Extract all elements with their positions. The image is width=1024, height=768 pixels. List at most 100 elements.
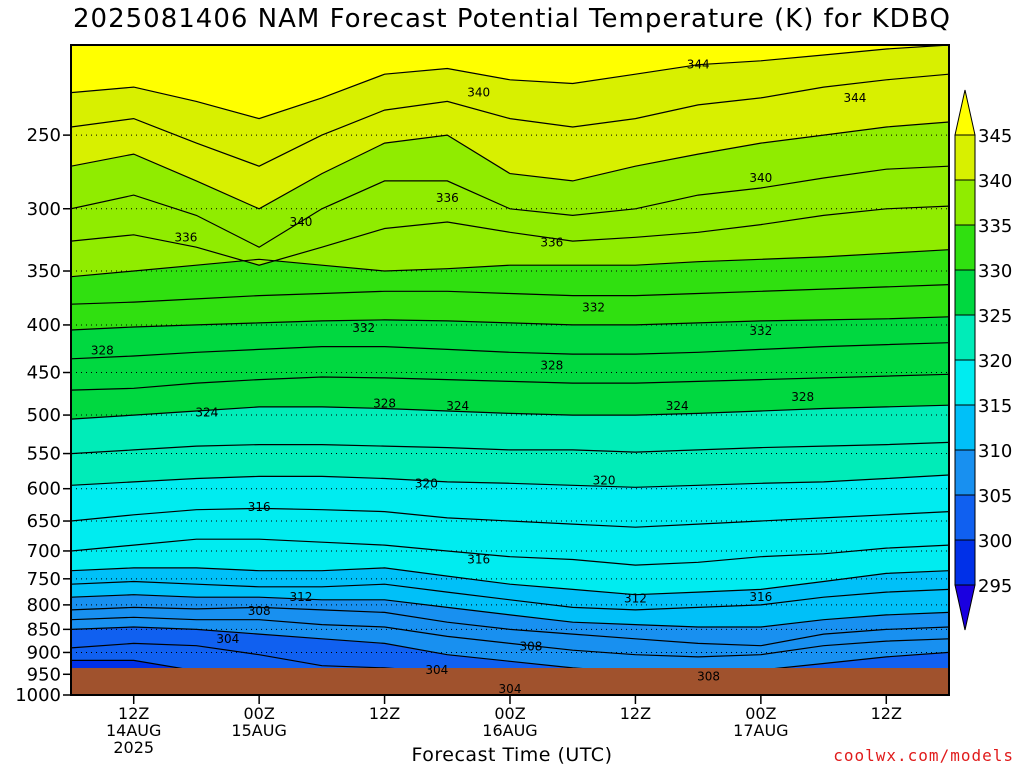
x-tick-label: 14AUG — [106, 721, 161, 740]
isentrope-316 — [71, 538, 949, 566]
colorbar-segment — [954, 269, 976, 316]
contour-label: 344 — [687, 58, 710, 72]
isentrope-314 — [71, 567, 949, 596]
colorbar: 345 340 335 330 325 320 315 310 305 300 295 — [954, 89, 1012, 631]
contour-label: 308 — [519, 640, 542, 654]
isentrope-324 — [71, 404, 949, 420]
contour-label: 340 — [749, 171, 772, 185]
colorbar-segment — [954, 449, 976, 496]
colorbar-label: 295 — [978, 576, 1012, 597]
x-tick-label: 2025 — [113, 738, 154, 757]
isentrope-contours — [71, 45, 949, 668]
colorbar-label: 340 — [978, 171, 1012, 192]
contour-label: 312 — [289, 590, 312, 604]
x-tick-label: 00Z — [494, 704, 525, 723]
colorbar-label: 305 — [978, 486, 1012, 507]
isentrope-328 — [71, 342, 949, 360]
contour-label: 320 — [415, 476, 438, 490]
y-tick-label: 350 — [27, 261, 61, 282]
colorbar-bottom-arrow — [954, 584, 976, 631]
y-tick-label: 450 — [27, 363, 61, 384]
contour-label: 332 — [352, 321, 375, 335]
colorbar-label: 325 — [978, 306, 1012, 327]
colorbar-segment — [954, 314, 976, 361]
contour-label: 332 — [582, 300, 605, 314]
contour-label: 316 — [467, 553, 490, 567]
y-tick-label: 700 — [27, 541, 61, 562]
colorbar-label: 310 — [978, 441, 1012, 462]
chart-title: 2025081406 NAM Forecast Potential Temper… — [72, 4, 951, 34]
colorbar-segment — [954, 404, 976, 451]
y-tick-label: 800 — [27, 595, 61, 616]
contour-label: 332 — [749, 324, 772, 338]
potential-temperature-fill — [71, 45, 949, 668]
colorbar-label: 345 — [978, 126, 1012, 147]
x-tick-label: 15AUG — [231, 721, 286, 740]
y-tick-label: 600 — [27, 479, 61, 500]
isentrope-322 — [71, 441, 949, 455]
contour-label: 336 — [175, 230, 198, 244]
isentrope-344 — [71, 45, 949, 120]
isentrope-330 — [71, 316, 949, 331]
isentrope-336 — [71, 205, 949, 266]
contour-label: 324 — [195, 406, 218, 420]
y-tick-label: 250 — [27, 125, 61, 146]
colorbar-label: 315 — [978, 396, 1012, 417]
x-axis-label: Forecast Time (UTC) — [411, 744, 613, 766]
colorbar-segment — [954, 224, 976, 271]
colorbar-label: 335 — [978, 216, 1012, 237]
contour-label: 308 — [248, 604, 271, 618]
y-tick-label: 500 — [27, 405, 61, 426]
contour-label: 324 — [446, 399, 469, 413]
isentrope-306 — [71, 616, 949, 658]
x-tick-label: 12Z — [620, 704, 651, 723]
contour-label: 340 — [289, 215, 312, 229]
x-tick-label: 16AUG — [482, 721, 537, 740]
pressure-axis: 2503003504004505005506006507007508008509… — [15, 125, 71, 706]
x-tick-label: 12Z — [118, 704, 149, 723]
y-tick-label: 300 — [27, 199, 61, 220]
isentrope-326 — [71, 373, 949, 391]
x-tick-label: 17AUG — [733, 721, 788, 740]
contour-label: 316 — [248, 500, 271, 514]
y-tick-label: 650 — [27, 511, 61, 532]
y-tick-label: 400 — [27, 315, 61, 336]
y-tick-label: 1000 — [15, 685, 61, 706]
y-tick-label: 900 — [27, 642, 61, 663]
colorbar-segment — [954, 494, 976, 541]
isentrope-302 — [71, 642, 395, 668]
contour-label: 320 — [593, 474, 616, 488]
contour-label: 336 — [540, 235, 563, 249]
colorbar-top-arrow — [954, 89, 976, 136]
contour-labels: 344 344 340 340 340 336 336 336 332 332 332 328 328 3… — [91, 58, 866, 696]
colorbar-label: 300 — [978, 531, 1012, 552]
isentrope-310 — [71, 594, 949, 628]
contour-label: 340 — [467, 86, 490, 100]
x-tick-label: 12Z — [871, 704, 902, 723]
y-tick-label: 850 — [27, 619, 61, 640]
isentrope-334 — [71, 249, 949, 278]
colorbar-segment — [954, 539, 976, 586]
y-tick-label: 550 — [27, 444, 61, 465]
colorbar-label: 320 — [978, 351, 1012, 372]
contour-label: 328 — [791, 390, 814, 404]
contour-label: 316 — [749, 590, 772, 604]
contour-label: 308 — [697, 669, 720, 683]
isentrope-340 — [71, 121, 949, 210]
ground — [71, 668, 949, 695]
colorbar-segment — [954, 359, 976, 406]
source-credit: coolwx.com/models — [833, 746, 1014, 765]
colorbar-segment — [954, 179, 976, 226]
isentrope-320 — [71, 474, 949, 488]
contour-label: 304 — [425, 663, 448, 677]
contour-label: 312 — [624, 591, 647, 605]
isentrope-332 — [71, 284, 949, 305]
x-tick-label: 00Z — [243, 704, 274, 723]
fill-band — [71, 660, 181, 668]
x-tick-label: 12Z — [369, 704, 400, 723]
colorbar-segment — [954, 134, 976, 181]
contour-label: 336 — [436, 191, 459, 205]
colorbar-label: 330 — [978, 261, 1012, 282]
